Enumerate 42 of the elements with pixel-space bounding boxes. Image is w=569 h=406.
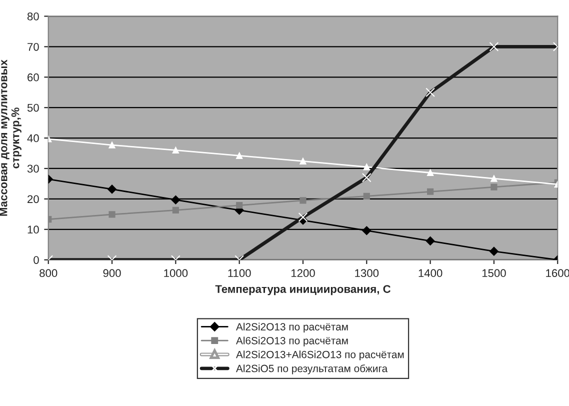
y-tick-label: 20 xyxy=(28,195,39,204)
point xyxy=(171,195,180,204)
point xyxy=(426,236,435,246)
x-tick-label: 900 xyxy=(103,269,121,278)
y-tick-label: 30 xyxy=(27,164,39,173)
point xyxy=(108,211,116,218)
point xyxy=(300,197,306,204)
y-tick-label: 80 xyxy=(27,12,39,20)
x-tick-label: 800 xyxy=(40,269,58,278)
y-tick-label: 60 xyxy=(28,73,39,82)
point xyxy=(427,188,434,195)
y-axis-title: Массовая доля муллитовых структур,% xyxy=(0,60,22,216)
point xyxy=(362,226,372,236)
point xyxy=(490,184,498,190)
x-tick-label: 1500 xyxy=(482,269,506,278)
legend-label: Al6Si2O13 по расчётам xyxy=(236,336,348,346)
x-tick-label: 1200 xyxy=(291,269,315,278)
x-tick-label: 1100 xyxy=(228,269,251,278)
legend-label: Al2Si2O13+Al6Si2O13 по расчётам xyxy=(236,350,404,360)
x-tick-label: 1400 xyxy=(418,269,442,278)
x-tick-label: 1000 xyxy=(164,269,188,278)
y-tick-label: 40 xyxy=(27,134,39,142)
y-tick-label: 10 xyxy=(28,226,39,234)
x-axis-title: Температура инициирования, С xyxy=(215,285,391,296)
y-tick-label: 70 xyxy=(28,42,39,51)
x-tick-label: 1300 xyxy=(355,269,379,278)
legend-label: Al2SiO5 по результатам обжига xyxy=(236,364,388,374)
point xyxy=(300,158,306,164)
point xyxy=(490,246,498,256)
point xyxy=(236,152,243,159)
point xyxy=(172,206,179,214)
point xyxy=(236,202,243,209)
point xyxy=(363,192,370,200)
y-tick-label: 0 xyxy=(34,256,39,264)
point xyxy=(172,146,179,154)
point xyxy=(108,184,116,194)
legend-label: Al2Si2O13 по расчётам xyxy=(236,322,348,333)
point xyxy=(427,169,434,176)
y-tick-label: 50 xyxy=(27,104,39,112)
point xyxy=(363,164,370,170)
point xyxy=(490,175,498,182)
point xyxy=(108,142,116,148)
